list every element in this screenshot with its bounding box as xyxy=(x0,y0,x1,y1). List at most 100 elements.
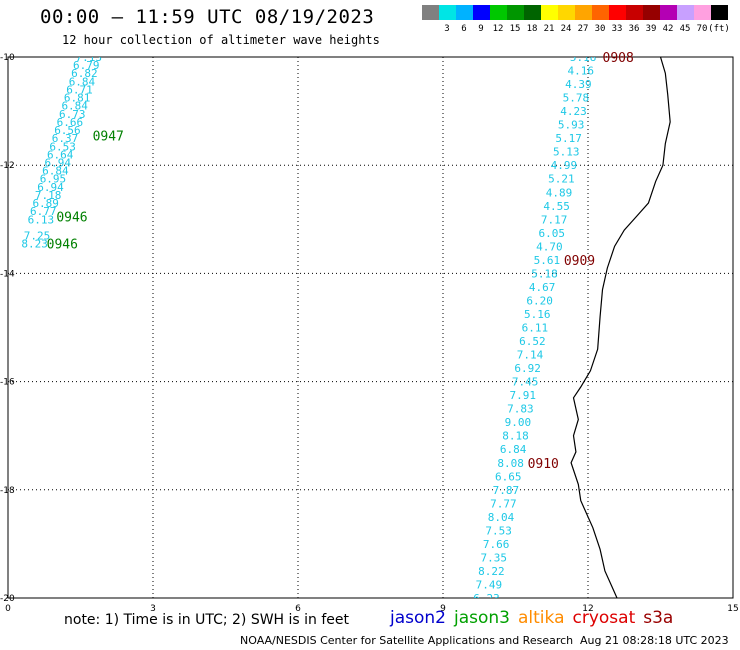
swh-value-label: 6.84 xyxy=(500,443,527,456)
swh-value-label: 7.87 xyxy=(493,484,520,497)
swh-value-label: 6.79 xyxy=(73,59,100,72)
swh-value-label: 5.18 xyxy=(531,267,558,280)
y-tick-label: -18 xyxy=(0,486,15,496)
swh-value-label: 5.21 xyxy=(548,173,575,186)
swh-value-label: 5.93 xyxy=(558,119,585,132)
pass-time-label: 0908 xyxy=(603,51,634,66)
swh-value-label: 6.84 xyxy=(42,165,69,178)
swh-value-label: 4.39 xyxy=(565,78,592,91)
swh-value-label: 4.99 xyxy=(551,159,578,172)
swh-value-label: 6.65 xyxy=(495,470,522,483)
legend-swatch xyxy=(626,5,643,20)
x-tick-label: 6 xyxy=(295,604,301,614)
swh-value-label: 7.17 xyxy=(541,213,568,226)
legend-swatch xyxy=(422,5,439,20)
swh-value-label: 6.13 xyxy=(28,213,55,226)
swh-value-label: 8.22 xyxy=(478,565,505,578)
swh-value-label: 5.61 xyxy=(534,254,561,267)
y-tick-label: -20 xyxy=(0,594,15,604)
legend-label: 15 xyxy=(509,24,521,34)
legend-swatch xyxy=(507,5,524,20)
swh-value-label: 7.18 xyxy=(35,189,62,202)
satellite-jason3: jason3 xyxy=(454,608,510,628)
swh-value-label: 7.91 xyxy=(510,389,537,402)
satellite-s3a: s3a xyxy=(643,608,674,628)
swh-value-label: 8.08 xyxy=(497,457,524,470)
swh-value-label: 6.53 xyxy=(49,140,76,153)
legend-swatch xyxy=(694,5,711,20)
footer-note: note: 1) Time is in UTC; 2) SWH is in fe… xyxy=(64,612,350,628)
legend-swatch xyxy=(575,5,592,20)
swh-value-label: 6.77 xyxy=(30,205,57,218)
swh-value-label: 7.25 xyxy=(24,230,51,243)
legend-label: 21 xyxy=(543,24,555,34)
legend-swatch xyxy=(643,5,660,20)
legend-swatch xyxy=(439,5,456,20)
pass-time-label: 0910 xyxy=(528,457,559,472)
swh-value-label: 7.49 xyxy=(476,578,503,591)
legend-swatch xyxy=(711,5,728,20)
legend-label: 42 xyxy=(662,24,674,34)
legend-label: 36 xyxy=(628,24,640,34)
swh-value-label: 7.83 xyxy=(507,403,534,416)
pass-time-label: 0909 xyxy=(564,254,595,269)
legend-label: 33 xyxy=(611,24,623,34)
x-tick-label: 12 xyxy=(582,604,593,614)
legend-unit: (ft) xyxy=(708,24,730,34)
swh-value-label: 5.17 xyxy=(555,132,582,145)
x-tick-label: 3 xyxy=(150,604,156,614)
legend-swatch xyxy=(541,5,558,20)
swh-value-label: 7.53 xyxy=(485,524,512,537)
swh-value-label: 6.64 xyxy=(47,148,74,161)
swh-value-label: 7.14 xyxy=(517,349,544,362)
swh-value-label: 6.56 xyxy=(54,124,81,137)
swh-value-label: 4.89 xyxy=(546,186,573,199)
swh-value-label: 6.73 xyxy=(59,108,86,121)
swh-value-label: 6.89 xyxy=(32,197,59,210)
swh-value-label: 5.78 xyxy=(563,92,590,105)
satellite-legend: jason2 jason3 altika cryosat s3a xyxy=(390,608,681,628)
satellite-cryosat: cryosat xyxy=(572,608,636,628)
swh-value-label: 8.18 xyxy=(502,430,529,443)
legend-label: 45 xyxy=(679,24,691,34)
legend-label: 3 xyxy=(444,24,450,34)
legend-swatch xyxy=(490,5,507,20)
generated-timestamp: Aug 21 08:28:18 UTC 2023 xyxy=(580,634,729,647)
legend-swatch xyxy=(660,5,677,20)
legend-swatch xyxy=(473,5,490,20)
chart-subtitle: 12 hour collection of altimeter wave hei… xyxy=(62,33,380,47)
swh-value-label: 7.35 xyxy=(481,551,508,564)
legend-label: 30 xyxy=(594,24,606,34)
swh-value-label: 5.16 xyxy=(524,308,551,321)
legend-swatch xyxy=(456,5,473,20)
legend-swatch xyxy=(558,5,575,20)
legend-label: 9 xyxy=(478,24,484,34)
swh-value-label: 6.20 xyxy=(526,294,553,307)
swh-value-label: 4.70 xyxy=(536,240,563,253)
swh-value-label: 6.66 xyxy=(57,116,84,129)
x-tick-label: 9 xyxy=(440,604,446,614)
swh-value-label: 6.05 xyxy=(539,227,566,240)
swh-value-label: 4.23 xyxy=(560,105,587,118)
y-tick-label: -14 xyxy=(0,269,15,279)
legend-label: 6 xyxy=(461,24,467,34)
y-tick-label: -16 xyxy=(0,378,15,388)
legend-label: 18 xyxy=(526,24,538,34)
satellite-jason2: jason2 xyxy=(390,608,446,628)
legend-label: 39 xyxy=(645,24,657,34)
legend-label: 12 xyxy=(492,24,504,34)
swh-value-label: 5.18 xyxy=(570,51,597,64)
swh-value-label: 6.84 xyxy=(69,75,96,88)
swh-value-label: 7.77 xyxy=(490,497,517,510)
swh-value-label: 4.55 xyxy=(543,200,570,213)
plot-frame xyxy=(7,56,734,599)
swh-value-label: 6.94 xyxy=(45,156,72,169)
credit-line: NOAA/NESDIS Center for Satellite Applica… xyxy=(240,634,574,647)
swh-value-label: 8.04 xyxy=(488,511,515,524)
swh-value-label: 6.37 xyxy=(52,132,79,145)
legend-label: 24 xyxy=(560,24,572,34)
swh-value-label: 6.82 xyxy=(71,67,98,80)
swh-value-label: 7.45 xyxy=(512,376,539,389)
legend-swatch xyxy=(609,5,626,20)
